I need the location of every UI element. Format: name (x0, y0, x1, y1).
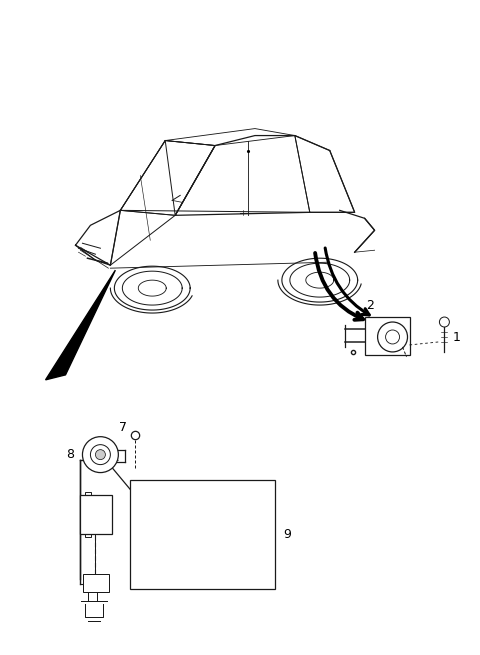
Text: 1: 1 (452, 331, 460, 345)
FancyArrowPatch shape (315, 253, 363, 320)
Circle shape (83, 437, 119, 472)
Bar (365, 317, 409, 355)
Text: 2: 2 (366, 299, 373, 312)
FancyArrowPatch shape (325, 248, 369, 315)
Circle shape (439, 317, 449, 327)
Circle shape (96, 449, 106, 460)
Bar (84, 574, 109, 592)
Text: 8: 8 (67, 448, 74, 461)
Bar (81, 495, 112, 534)
Circle shape (385, 330, 399, 344)
Polygon shape (46, 270, 115, 380)
Circle shape (90, 445, 110, 464)
Circle shape (378, 322, 408, 352)
Text: 9: 9 (283, 528, 291, 541)
Bar (130, 479, 275, 590)
Text: 7: 7 (120, 421, 127, 434)
